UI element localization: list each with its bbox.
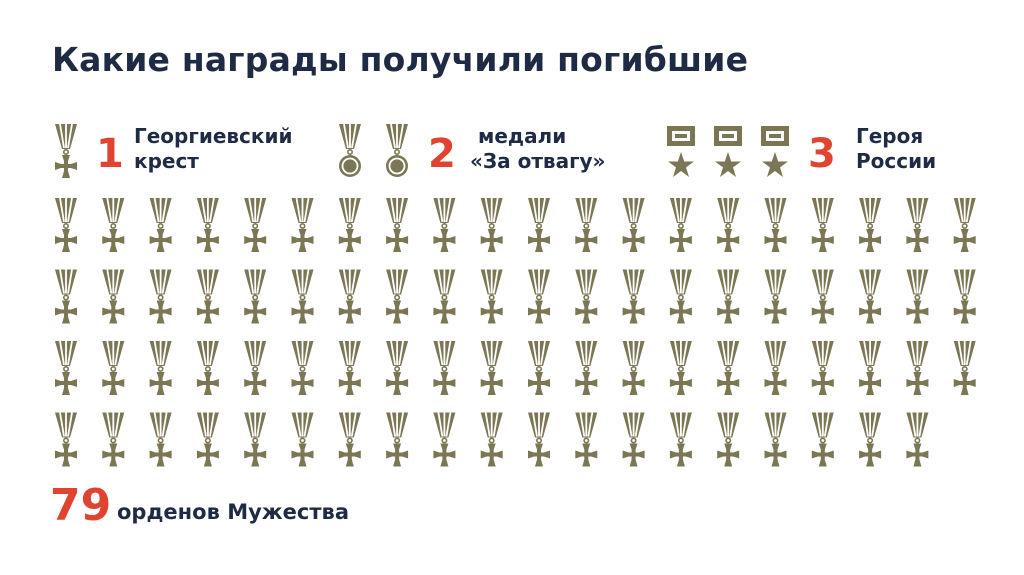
label-medals: медали «За отвагу» — [470, 124, 605, 174]
order-of-courage-icon — [858, 340, 882, 396]
order-of-courage-icon — [432, 197, 457, 253]
order-of-courage-icon — [763, 340, 788, 396]
order-of-courage-icon — [905, 268, 930, 325]
label-line: Героя — [856, 124, 924, 148]
order-of-courage-icon — [385, 197, 410, 253]
order-of-courage-icon — [763, 268, 788, 325]
order-of-courage-icon — [101, 268, 126, 325]
order-of-courage-icon — [385, 411, 410, 468]
order-of-courage-icon — [716, 411, 741, 468]
order-of-courage-icon — [337, 340, 362, 396]
order-of-courage-icon — [54, 197, 78, 253]
order-of-courage-icon — [385, 340, 410, 396]
order-of-courage-icon — [621, 340, 646, 396]
order-of-courage-icon — [101, 197, 126, 253]
order-of-courage-icon — [290, 268, 315, 325]
order-of-courage-icon — [432, 340, 457, 396]
order-of-courage-icon — [669, 411, 693, 468]
order-of-courage-icon — [905, 340, 930, 396]
order-of-courage-icon — [527, 411, 551, 468]
order-of-courage-icon — [243, 340, 268, 396]
order-of-courage-icon — [810, 340, 835, 396]
order-of-courage-icon — [101, 340, 126, 396]
order-of-courage-icon — [669, 268, 693, 325]
order-of-courage-icon — [243, 197, 268, 253]
order-of-courage-icon — [148, 197, 173, 253]
order-of-courage-icon — [763, 411, 788, 468]
order-of-courage-icon — [195, 268, 220, 325]
order-of-courage-icon — [432, 411, 457, 468]
order-of-courage-icon — [479, 197, 504, 253]
page-title: Какие награды получили погибшие — [52, 40, 749, 79]
order-of-courage-icon — [527, 197, 551, 253]
order-of-courage-icon — [290, 340, 315, 396]
order-of-courage-icon — [243, 411, 268, 468]
order-of-courage-icon — [716, 197, 741, 253]
order-of-courage-icon — [337, 268, 362, 325]
order-of-courage-icon — [810, 197, 835, 253]
order-of-courage-icon — [54, 268, 78, 325]
order-of-courage-icon — [527, 340, 551, 396]
order-of-courage-icon — [290, 197, 315, 253]
label-heroes: Героя России — [856, 124, 936, 174]
order-of-courage-icon — [148, 268, 173, 325]
order-of-courage-icon — [858, 197, 882, 253]
label-line: Георгиевский — [134, 124, 293, 148]
order-of-courage-icon — [527, 268, 551, 325]
order-of-courage-icon — [810, 411, 835, 468]
order-of-courage-icon — [763, 197, 788, 253]
order-of-courage-icon — [621, 411, 646, 468]
order-of-courage-icon — [385, 268, 410, 325]
order-of-courage-icon — [905, 197, 930, 253]
count-orders-of-courage: 79 — [50, 480, 112, 531]
order-of-courage-icon — [574, 268, 599, 325]
label-line: медали — [478, 124, 567, 148]
order-of-courage-icon — [195, 340, 220, 396]
order-of-courage-icon — [337, 411, 362, 468]
order-of-courage-icon — [716, 340, 741, 396]
label-line: России — [856, 149, 937, 173]
order-of-courage-icon — [148, 411, 173, 468]
order-of-courage-icon — [479, 411, 504, 468]
order-of-courage-icon — [669, 197, 693, 253]
order-of-courage-icon — [858, 268, 882, 325]
count-medals: 2 — [428, 131, 456, 177]
order-of-courage-icon — [621, 197, 646, 253]
order-of-courage-icon — [952, 268, 977, 325]
order-of-courage-icon — [574, 411, 599, 468]
count-georgievsky-cross: 1 — [96, 131, 124, 177]
order-of-courage-icon — [54, 411, 78, 468]
label-line: крест — [134, 149, 199, 173]
order-of-courage-icon — [952, 340, 977, 396]
order-of-courage-icon — [858, 411, 882, 468]
order-of-courage-icon — [290, 411, 315, 468]
order-of-courage-icon — [810, 268, 835, 325]
order-of-courage-icon — [905, 411, 930, 468]
order-of-courage-icon — [243, 268, 268, 325]
order-of-courage-icon — [54, 340, 78, 396]
order-of-courage-icon — [479, 268, 504, 325]
order-of-courage-icon — [101, 411, 126, 468]
order-of-courage-icon — [952, 197, 977, 253]
label-line: «За отвагу» — [470, 149, 606, 173]
order-of-courage-icon — [716, 268, 741, 325]
order-of-courage-icon — [432, 268, 457, 325]
order-of-courage-icon — [337, 197, 362, 253]
order-of-courage-icon — [479, 340, 504, 396]
order-of-courage-icon — [148, 340, 173, 396]
label-orders-of-courage: орденов Мужества — [117, 500, 350, 524]
order-of-courage-icon — [621, 268, 646, 325]
label-georgievsky-cross: Георгиевский крест — [134, 124, 293, 174]
order-of-courage-icon — [195, 197, 220, 253]
order-of-courage-icon — [574, 340, 599, 396]
order-of-courage-icon — [574, 197, 599, 253]
order-of-courage-icon — [669, 340, 693, 396]
order-of-courage-icon — [195, 411, 220, 468]
count-heroes: 3 — [808, 131, 836, 177]
